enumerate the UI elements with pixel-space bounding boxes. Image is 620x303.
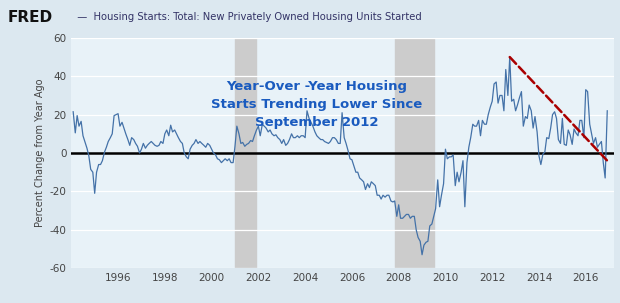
Y-axis label: Percent Change from Year Ago: Percent Change from Year Ago (35, 79, 45, 227)
Text: Year-Over -Year Housing
Starts Trending Lower Since
September 2012: Year-Over -Year Housing Starts Trending … (211, 80, 422, 129)
Text: —  Housing Starts: Total: New Privately Owned Housing Units Started: — Housing Starts: Total: New Privately O… (71, 12, 422, 22)
Text: FRED: FRED (7, 10, 53, 25)
Bar (395, 38, 434, 268)
Bar (235, 38, 257, 268)
